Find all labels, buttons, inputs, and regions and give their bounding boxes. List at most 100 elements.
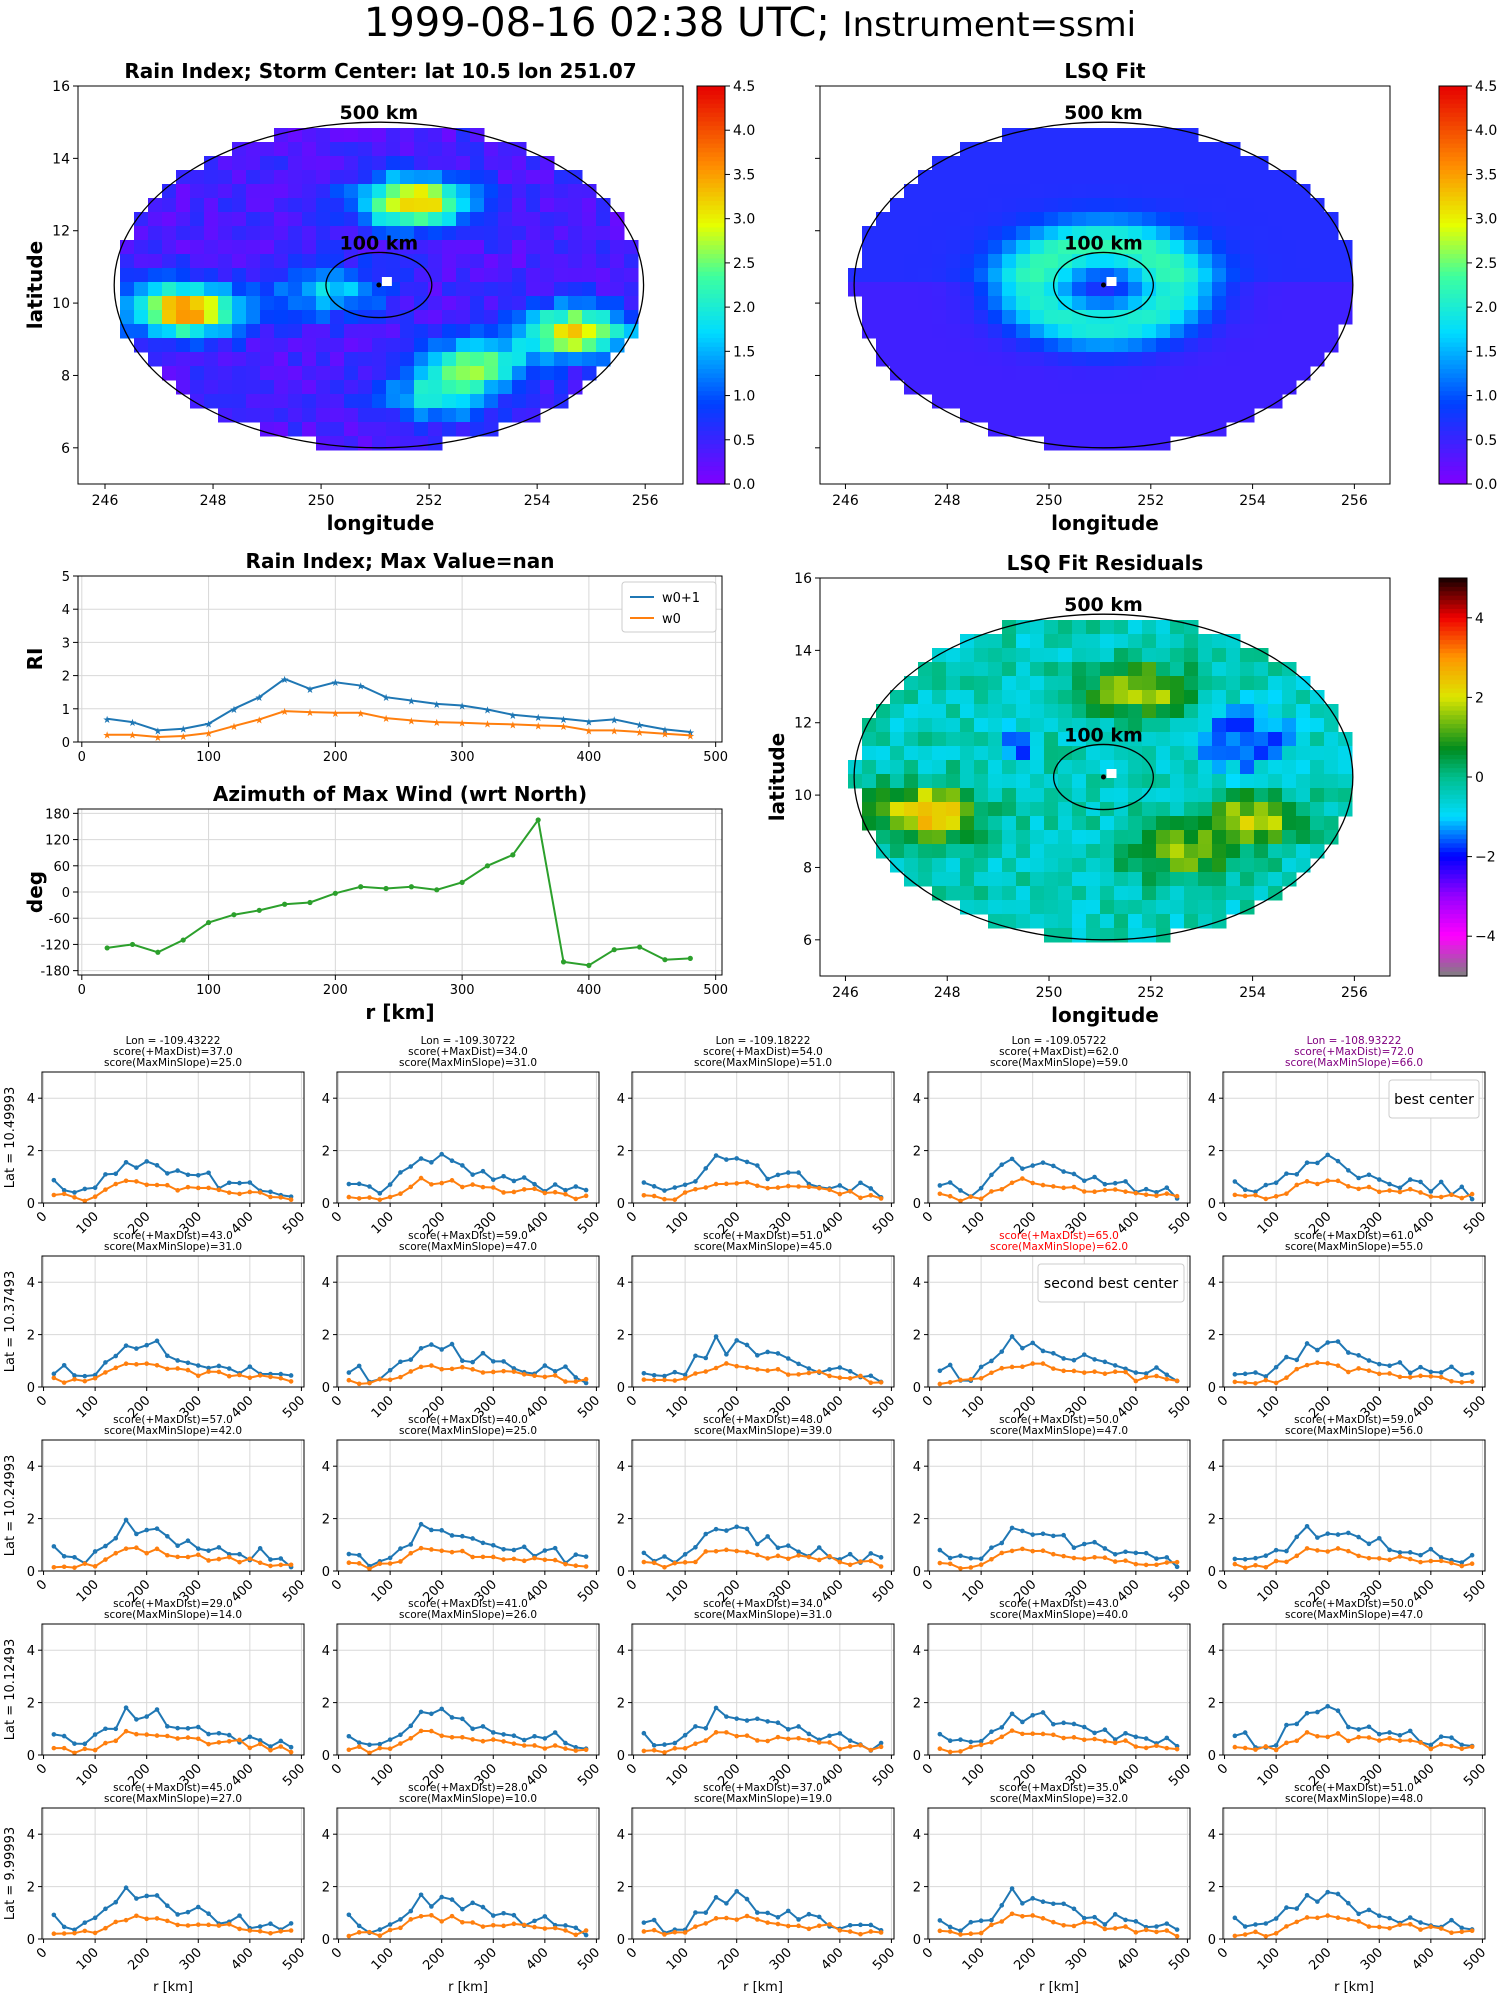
residuals-map-cell [960,760,975,775]
rain-index-map-cell [246,380,261,395]
residuals-map-cell [1156,914,1171,929]
lsq-fit-map-cell [946,170,961,185]
residuals-map-cell [1282,830,1297,845]
lsq-fit-map-cell [1296,324,1311,339]
profile-r3c3-series-point-1 [1133,1744,1139,1749]
profile-r3c3-series-point-0 [1133,1734,1139,1740]
rain-index-map-cell [162,268,177,283]
rain-index-map-cell [540,268,555,283]
lsq-fit-map-cell [1184,184,1199,199]
rain-index-map-cell [610,212,625,227]
profile-r4c1-xtick-label: 400 [524,1945,552,1973]
residuals-map-cell [1128,676,1143,691]
lsq-fit-map-cell [1142,310,1157,325]
lsq-fit-map-cell [1240,380,1255,395]
lsq-fit-map-cell [1156,170,1171,185]
profile-r2c1-series-point-0 [521,1544,527,1550]
residuals-map-colorbar-band [1439,838,1467,844]
rain-index-map-cell [302,282,317,297]
residuals-map-cell [1142,620,1157,635]
residuals-map-cell [1156,662,1171,677]
rain-index-map-colorbar-band [697,311,725,317]
profile-r4c1-series-point-0 [470,1900,475,1906]
profile-r2c3-series-point-0 [1051,1533,1056,1539]
profile-r1c0-series-point-1 [165,1366,170,1372]
rain-index-map-cell [428,254,443,269]
rain-index-map-cell [372,338,387,353]
profile-r4c3-series-point-0 [968,1919,974,1925]
lsq-fit-map-cell [1002,338,1017,353]
residuals-map-colorbar-band [1439,931,1467,937]
rain-index-map-cell [414,198,429,213]
lsq-fit-map-colorbar-band [1439,262,1467,268]
residuals-map-cell [1226,634,1241,649]
rain-index-map-cell [344,254,359,269]
rain-index-map-cell [386,394,401,409]
lsq-fit-map-cell [946,254,961,269]
profile-r3c4-series-point-0 [1449,1735,1454,1740]
lsq-fit-map-cell [932,268,947,283]
profile-r3c1-series-point-0 [460,1716,465,1722]
rain-index-map-colorbar-band [697,187,725,193]
lsq-fit-map-cell [1142,282,1157,297]
rain-index-map-cell [218,268,233,283]
lsq-fit-map-cell [1002,268,1017,283]
rain-index-map-cell [344,282,359,297]
profile-r1c0-score-label: score(+MaxDist)=43.0 [113,1230,233,1242]
lsq-fit-map-cell [1100,296,1115,311]
lsq-fit-map-cell [960,310,975,325]
residuals-map-colorbar-band [1439,582,1467,588]
profile-r2c3-ytick-label: 0 [913,1565,921,1580]
lsq-fit-map-cell [1254,282,1269,297]
profile-r4c4-xtick-label: 100 [1255,1945,1283,1973]
residuals-map-cell [1086,774,1101,789]
residuals-map-colorbar-band [1439,688,1467,694]
residuals-map-cell [1128,886,1143,901]
rain-index-profile-series-point-0: ★ [382,693,391,704]
residuals-map-cell [1184,872,1199,887]
lsq-fit-map-colorbar-band [1439,395,1467,401]
lsq-fit-map-colorbar-band [1439,125,1467,131]
rain-index-profile-series-point-1: ★ [407,716,416,727]
residuals-map-cell [1282,788,1297,803]
rain-index-map-cell [540,282,555,297]
profile-r3c3-series-point-1 [999,1734,1005,1740]
lsq-fit-map-cell [1114,170,1129,185]
lsq-fit-map-cell [1030,366,1045,381]
residuals-map-cell [1170,690,1185,705]
rain-index-map-cell [232,380,247,395]
lsq-fit-map-cell [1156,422,1171,437]
rain-index-map-cell [358,240,373,255]
profile-r3c4-series-point-0 [1284,1722,1289,1728]
lsq-fit-map-cell [1198,170,1213,185]
rain-index-map-cell [148,268,163,283]
lsq-fit-map-cell [918,240,933,255]
profile-r1c0-series-point-1 [206,1369,211,1374]
rain-index-map-cell [512,296,527,311]
residuals-map-cell [1030,858,1045,873]
profile-r2c0-ytick-label: 4 [27,1460,35,1475]
lsq-fit-map-cell [1128,324,1143,339]
rain-index-map-cell [526,352,541,367]
profile-r1c1-series-point-1 [439,1366,444,1372]
profile-r4c3-series-point-0 [1164,1921,1170,1926]
lsq-fit-map-cell [1114,338,1129,353]
profile-r0c2-series-point-1 [651,1193,657,1199]
profile-r0c1-series-point-1 [490,1185,496,1190]
profile-r1c1-series-point-0 [429,1342,434,1347]
lsq-fit-map-cell [1058,338,1073,353]
profile-r3c3-ytick-label: 2 [913,1697,921,1712]
lsq-fit-map-cell [974,366,989,381]
residuals-map-cell [932,830,947,845]
rain-index-map-cell [246,212,261,227]
residuals-map-cell [1142,886,1157,901]
lsq-fit-map-cell [1142,408,1157,423]
rain-index-map-cell [344,170,359,185]
lsq-fit-map-cell [974,296,989,311]
profile-r3c1-series-point-1 [387,1746,393,1752]
lsq-fit-map-frame [819,85,1391,485]
lsq-fit-map-cell [918,380,933,395]
profile-r4c4-series-point-0 [1366,1907,1372,1913]
profile-r0c3-series-point-1 [1123,1189,1128,1194]
lsq-fit-map-colorbar-band [1439,307,1467,313]
